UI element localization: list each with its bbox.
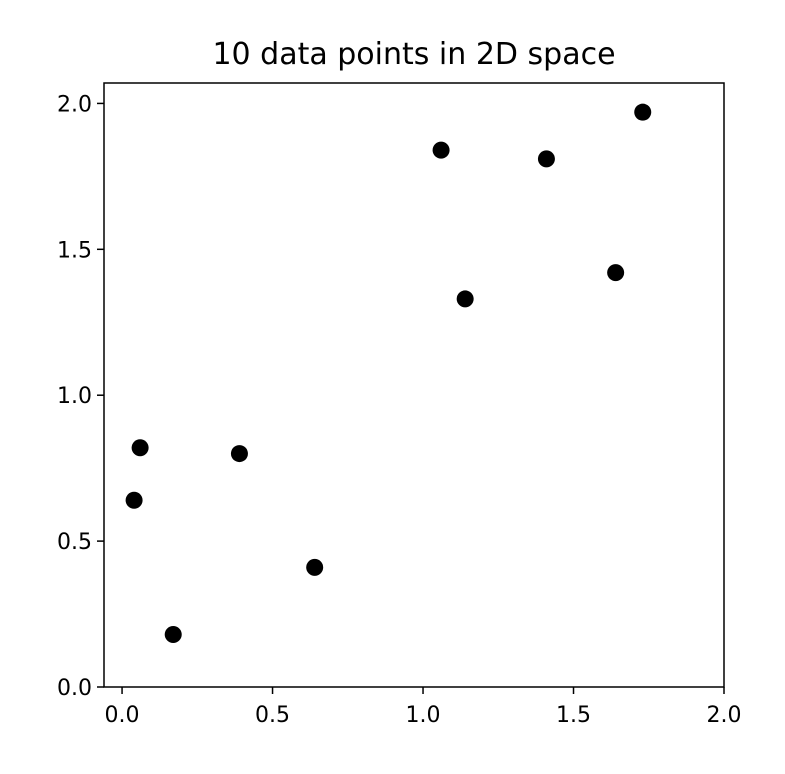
data-point	[125, 491, 143, 509]
data-point	[537, 150, 555, 168]
x-tick-label: 0.5	[255, 703, 290, 728]
y-tick-label: 1.0	[57, 384, 92, 409]
x-tick-label: 1.0	[406, 703, 441, 728]
y-axis: 0.0 0.5 1.0 1.5 2.0	[57, 92, 104, 701]
data-point	[456, 290, 474, 308]
data-point	[131, 439, 149, 457]
x-tick-label: 2.0	[707, 703, 742, 728]
data-point	[230, 445, 248, 463]
data-point	[607, 264, 625, 282]
y-tick-label: 0.5	[57, 530, 92, 555]
chart-title: 10 data points in 2D space	[212, 37, 615, 72]
y-tick-label: 0.0	[57, 676, 92, 701]
x-tick-label: 1.5	[556, 703, 591, 728]
x-tick-label: 0.0	[105, 703, 140, 728]
y-tick-label: 2.0	[57, 92, 92, 117]
y-tick-label: 1.5	[57, 238, 92, 263]
x-axis: 0.0 0.5 1.0 1.5 2.0	[105, 687, 742, 728]
plot-area-frame	[103, 82, 725, 688]
data-point	[432, 141, 450, 159]
data-point	[164, 625, 182, 643]
data-point	[306, 558, 324, 576]
data-points	[125, 103, 652, 643]
data-point	[634, 103, 652, 121]
